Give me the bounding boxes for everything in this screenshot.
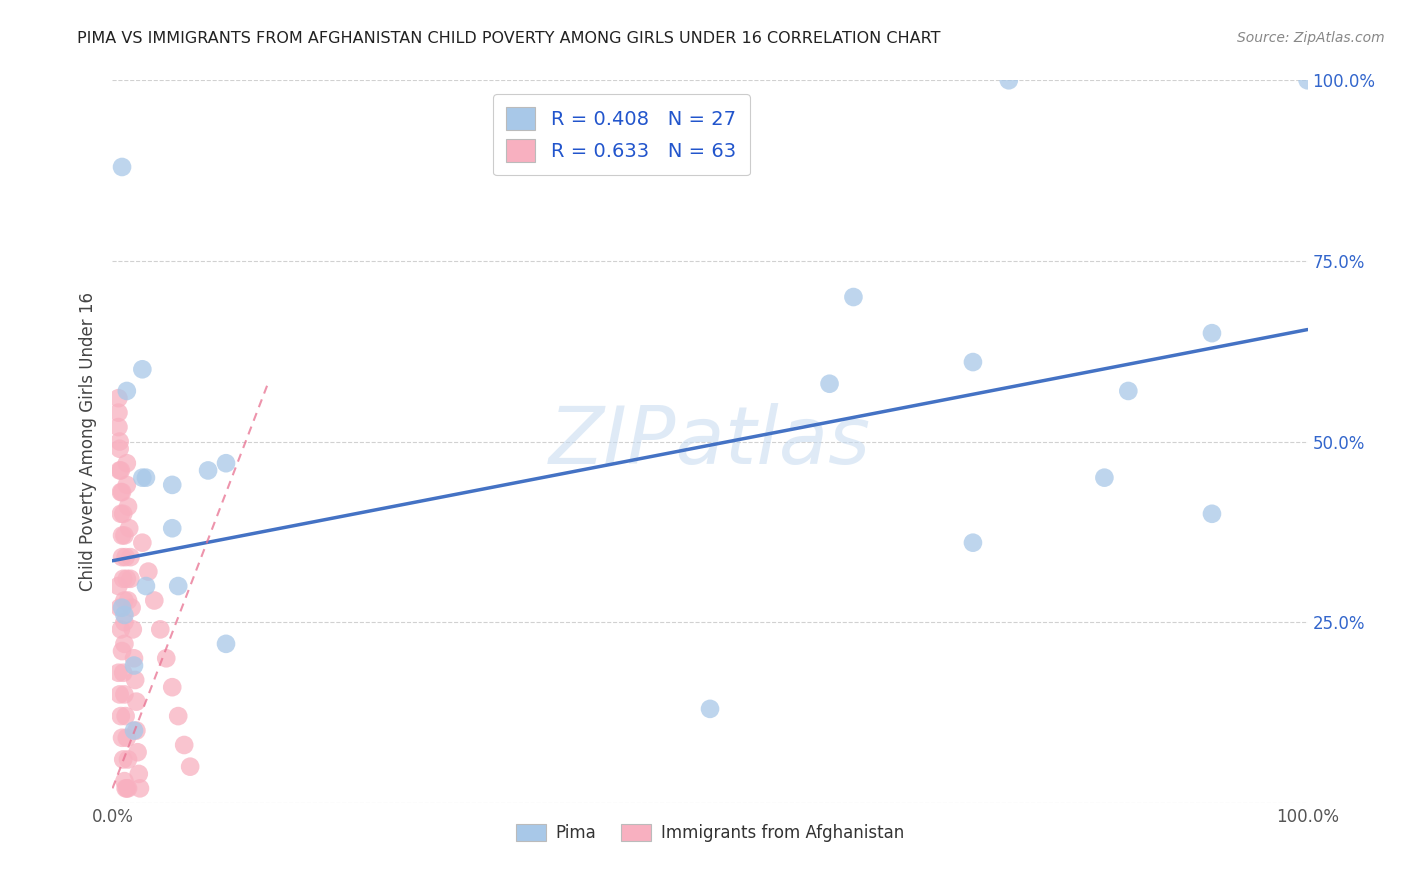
Point	[135, 470, 157, 484]
Point	[125, 695, 148, 709]
Point	[149, 623, 172, 637]
Point	[114, 637, 135, 651]
Point	[1201, 326, 1223, 340]
Point	[120, 550, 142, 565]
Point	[215, 637, 238, 651]
Point	[138, 565, 160, 579]
Point	[699, 702, 721, 716]
Point	[962, 535, 984, 549]
Point	[162, 680, 183, 694]
Point	[1094, 470, 1116, 484]
Point	[114, 774, 135, 789]
Point	[1118, 384, 1140, 398]
Point	[162, 521, 183, 535]
Point	[162, 478, 183, 492]
Point	[122, 651, 145, 665]
Point	[114, 607, 135, 622]
Point	[108, 600, 131, 615]
Point	[114, 593, 135, 607]
Point	[115, 731, 138, 745]
Point	[110, 463, 132, 477]
Point	[125, 723, 148, 738]
Point	[114, 781, 136, 796]
Point	[127, 745, 149, 759]
Point	[118, 521, 141, 535]
Point	[167, 579, 190, 593]
Point	[962, 355, 984, 369]
Point	[155, 651, 177, 665]
Point	[108, 687, 131, 701]
Point	[107, 665, 129, 680]
Point	[117, 500, 139, 514]
Point	[108, 434, 131, 449]
Point	[115, 384, 138, 398]
Text: Source: ZipAtlas.com: Source: ZipAtlas.com	[1237, 31, 1385, 45]
Point	[131, 470, 153, 484]
Point	[112, 507, 135, 521]
Point	[107, 420, 129, 434]
Point	[111, 644, 134, 658]
Point	[842, 290, 865, 304]
Text: ZIPatlas: ZIPatlas	[548, 402, 872, 481]
Point	[114, 709, 136, 723]
Point	[129, 781, 152, 796]
Point	[112, 665, 135, 680]
Point	[110, 485, 132, 500]
Point	[111, 731, 134, 745]
Point	[107, 406, 129, 420]
Point	[135, 579, 157, 593]
Point	[110, 709, 132, 723]
Point	[111, 528, 134, 542]
Point	[117, 781, 139, 796]
Point	[112, 752, 135, 766]
Point	[115, 572, 138, 586]
Point	[111, 485, 134, 500]
Point	[117, 752, 139, 766]
Point	[122, 658, 145, 673]
Text: PIMA VS IMMIGRANTS FROM AFGHANISTAN CHILD POVERTY AMONG GIRLS UNDER 16 CORRELATI: PIMA VS IMMIGRANTS FROM AFGHANISTAN CHIL…	[77, 31, 941, 46]
Point	[114, 615, 135, 630]
Point	[818, 376, 841, 391]
Point	[122, 723, 145, 738]
Y-axis label: Child Poverty Among Girls Under 16: Child Poverty Among Girls Under 16	[79, 292, 97, 591]
Point	[114, 550, 136, 565]
Point	[215, 456, 238, 470]
Point	[1296, 73, 1319, 87]
Point	[115, 456, 138, 470]
Point	[111, 550, 134, 565]
Point	[128, 767, 150, 781]
Point	[998, 73, 1021, 87]
Legend: Pima, Immigrants from Afghanistan: Pima, Immigrants from Afghanistan	[509, 817, 911, 848]
Point	[112, 572, 135, 586]
Point	[124, 673, 146, 687]
Point	[108, 442, 131, 456]
Point	[108, 463, 131, 477]
Point	[115, 781, 138, 796]
Point	[111, 600, 134, 615]
Point	[131, 535, 153, 549]
Point	[110, 507, 132, 521]
Point	[197, 463, 219, 477]
Point	[114, 528, 135, 542]
Point	[114, 687, 135, 701]
Point	[111, 160, 134, 174]
Point	[121, 600, 143, 615]
Point	[110, 623, 132, 637]
Point	[173, 738, 195, 752]
Point	[179, 760, 201, 774]
Point	[167, 709, 190, 723]
Point	[107, 579, 129, 593]
Point	[1201, 507, 1223, 521]
Point	[121, 623, 143, 637]
Point	[107, 391, 129, 405]
Point	[115, 478, 138, 492]
Point	[131, 362, 153, 376]
Point	[120, 572, 142, 586]
Point	[117, 593, 139, 607]
Point	[143, 593, 166, 607]
